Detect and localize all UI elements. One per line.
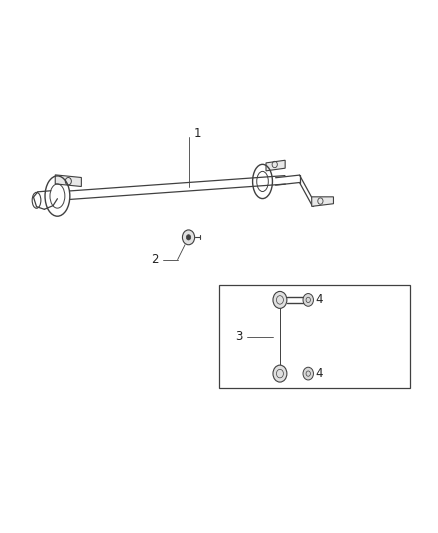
Circle shape	[273, 292, 287, 309]
Text: 3: 3	[236, 330, 243, 343]
Circle shape	[273, 365, 287, 382]
Circle shape	[303, 367, 314, 380]
Polygon shape	[312, 197, 333, 206]
Text: 2: 2	[152, 253, 159, 266]
Circle shape	[186, 235, 191, 240]
Text: 4: 4	[316, 293, 323, 306]
Text: 4: 4	[316, 367, 323, 380]
Circle shape	[183, 230, 194, 245]
Polygon shape	[266, 160, 285, 171]
Text: 1: 1	[194, 127, 201, 140]
Polygon shape	[55, 175, 81, 187]
Bar	[219, 285, 410, 389]
Circle shape	[303, 294, 314, 306]
